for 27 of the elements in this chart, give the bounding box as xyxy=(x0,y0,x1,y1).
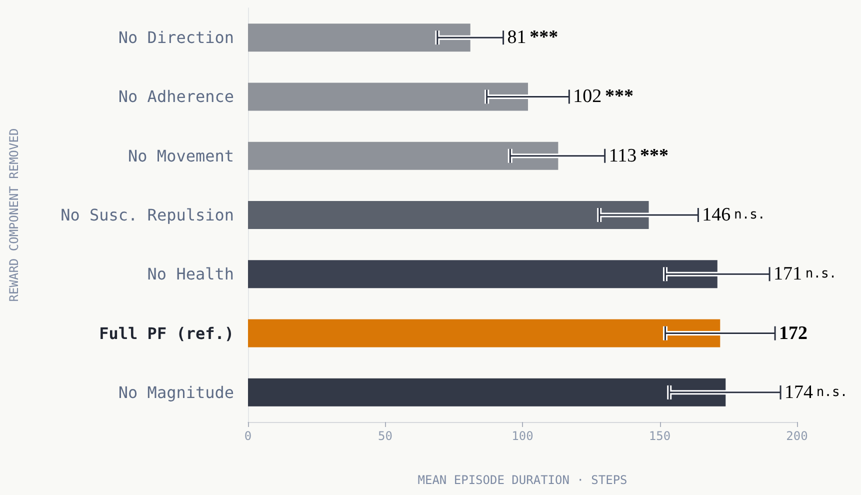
bar xyxy=(248,201,649,229)
x-tick-label: 100 xyxy=(512,429,534,443)
data-label: 102 *** xyxy=(573,86,634,108)
y-tick-label: No Health xyxy=(147,264,234,284)
y-tick-label: No Direction xyxy=(118,28,234,48)
y-axis-title: REWARD COMPONENT REMOVED xyxy=(7,128,21,302)
x-tick-label: 200 xyxy=(786,429,808,443)
y-tick-label: No Movement xyxy=(128,146,234,166)
bar xyxy=(248,24,470,52)
data-label: 174 n.s. xyxy=(784,382,848,403)
bar xyxy=(248,142,558,170)
bar xyxy=(248,82,528,111)
data-label: 171 n.s. xyxy=(774,264,837,285)
data-label: 81 *** xyxy=(507,27,558,48)
y-tick-label: No Adherence xyxy=(118,87,234,106)
x-axis-title: MEAN EPISODE DURATION · STEPS xyxy=(418,473,628,487)
x-tick-label: 0 xyxy=(244,429,252,443)
y-tick-label: No Magnitude xyxy=(118,382,234,402)
x-tick-label: 50 xyxy=(378,429,392,443)
y-tick-label: No Susc. Repulsion xyxy=(60,206,234,224)
bar xyxy=(248,260,718,288)
data-label: 146 n.s. xyxy=(702,204,766,226)
data-label: 172 xyxy=(779,322,808,344)
data-label: 113 *** xyxy=(608,145,668,166)
x-tick-label: 150 xyxy=(648,429,671,443)
bar xyxy=(248,319,720,348)
y-tick-label: Full PF (ref.) xyxy=(99,324,234,343)
